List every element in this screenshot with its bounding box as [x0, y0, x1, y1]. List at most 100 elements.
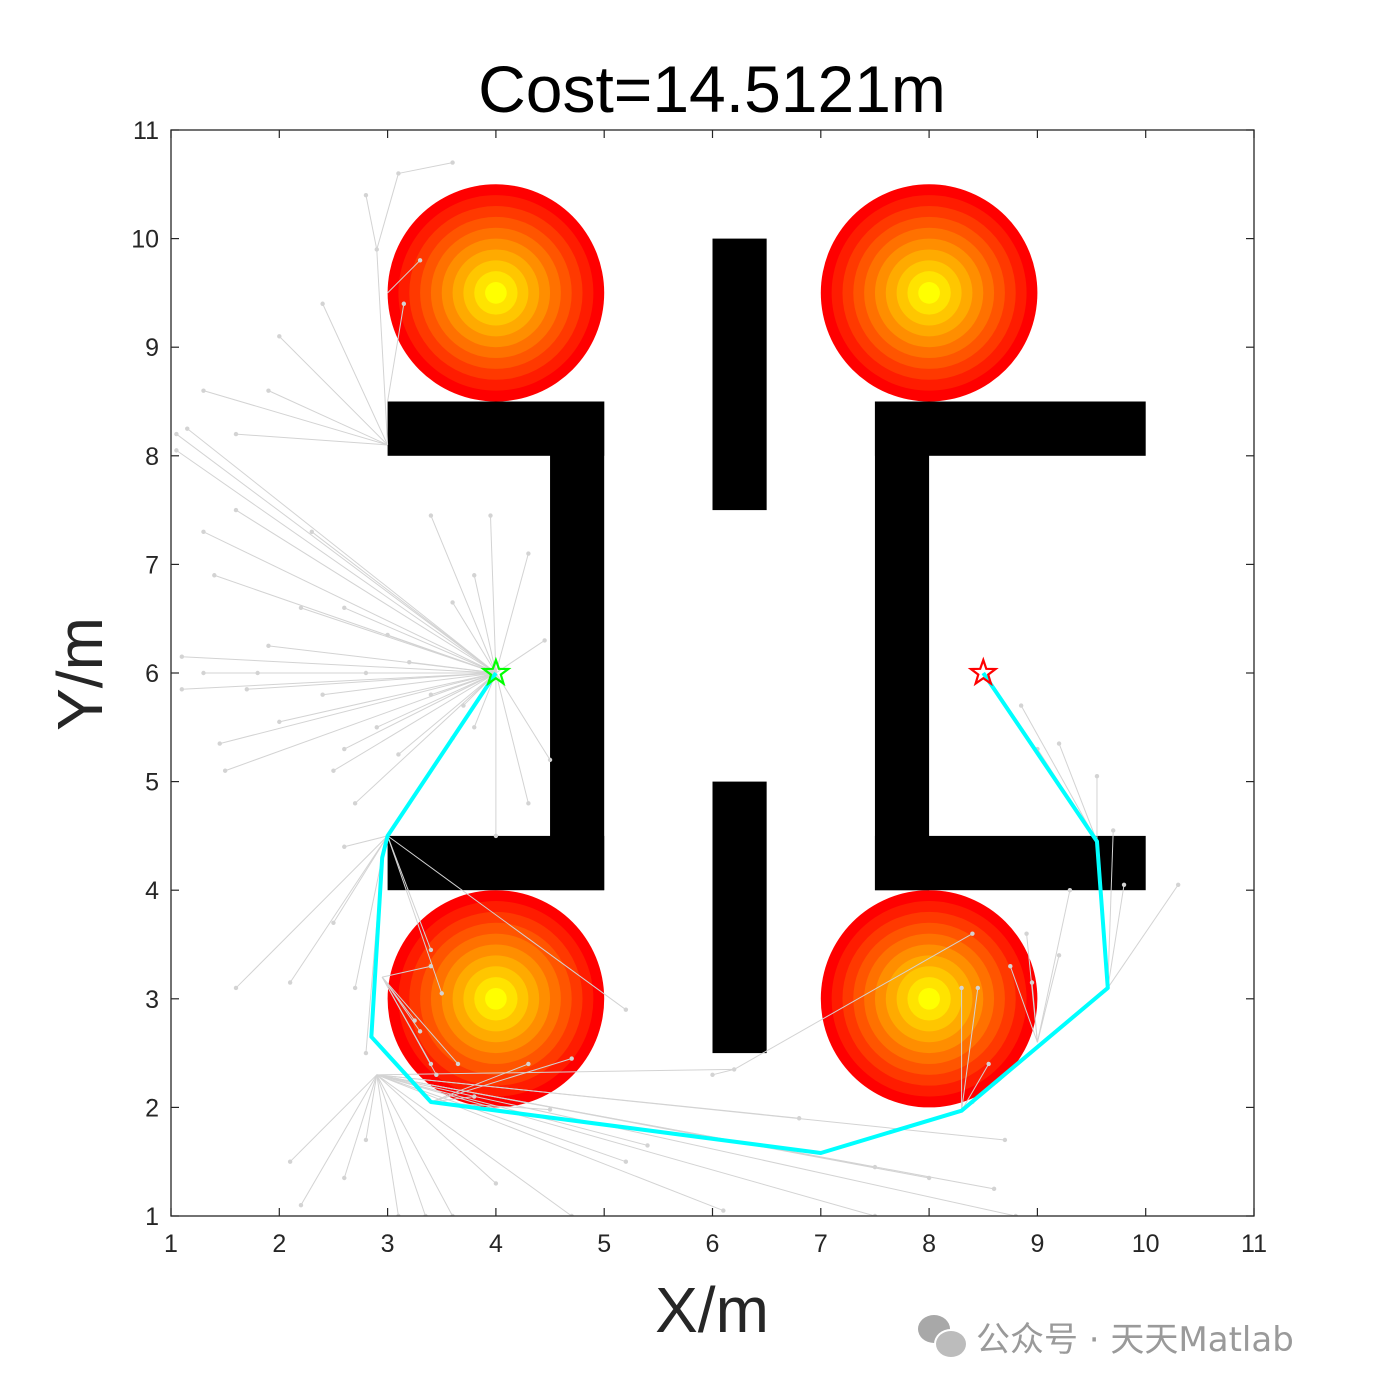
- tree-node: [542, 638, 547, 643]
- x-tick-label: 3: [381, 1230, 395, 1258]
- tree-edge: [1036, 890, 1071, 1043]
- threat-ring: [918, 987, 940, 1010]
- tree-node: [547, 757, 553, 763]
- tree-edge: [365, 195, 378, 250]
- y-tick-label: 6: [145, 660, 159, 688]
- tree-edge: [387, 634, 497, 674]
- threat-ring: [485, 987, 507, 1010]
- tree-edge: [278, 335, 388, 446]
- tree-node: [493, 1181, 499, 1186]
- tree-edge: [376, 173, 399, 250]
- tree-edge: [381, 976, 421, 1032]
- wechat-icon: [918, 1314, 968, 1359]
- tree-node: [472, 573, 477, 578]
- threat-ring: [485, 282, 507, 304]
- tree-node: [1008, 964, 1013, 969]
- tree-node: [396, 752, 401, 757]
- tree-edge: [398, 672, 497, 755]
- tree-edge: [376, 1074, 497, 1184]
- tree-edge: [1058, 743, 1098, 842]
- x-tick-label: 7: [814, 1230, 828, 1258]
- tree-node: [212, 573, 217, 578]
- tree-node: [266, 388, 271, 393]
- tree-node: [472, 725, 477, 730]
- obstacle-block: [874, 835, 1146, 891]
- tree-edge: [322, 672, 496, 696]
- tree-edge: [203, 531, 497, 674]
- tree-node: [1067, 888, 1073, 893]
- tree-node: [970, 931, 975, 936]
- tree-node: [266, 643, 271, 649]
- tree-node: [986, 1061, 991, 1067]
- tree-edge: [376, 1074, 399, 1216]
- tree-node: [309, 529, 314, 535]
- tree-edge: [961, 987, 979, 1111]
- tree-edge: [1107, 830, 1114, 988]
- tree-node: [342, 746, 347, 752]
- tree-node: [1024, 931, 1029, 936]
- tree-node: [363, 1137, 369, 1143]
- tree-node: [174, 431, 179, 437]
- tree-edge: [376, 1074, 426, 1216]
- tree-node: [352, 801, 358, 806]
- tree-edge: [376, 1074, 648, 1146]
- x-tick-label: 8: [922, 1230, 936, 1258]
- tree-edge: [376, 1074, 876, 1216]
- tree-node: [277, 719, 282, 725]
- y-tick-label: 2: [145, 1094, 159, 1122]
- tree-edge: [387, 303, 405, 402]
- tree-node: [439, 991, 444, 996]
- tree-edge: [376, 1074, 724, 1212]
- tree-node: [185, 426, 190, 431]
- tree-node: [374, 725, 379, 730]
- y-tick-label: 10: [131, 226, 159, 254]
- tree-node: [287, 980, 293, 985]
- tree-node: [298, 605, 304, 611]
- tree-edge: [186, 428, 497, 674]
- x-tick-label: 4: [489, 1230, 503, 1258]
- chart-title: Cost=14.5121m: [478, 52, 946, 126]
- tree-edge: [376, 1074, 995, 1190]
- tree-edge: [279, 672, 497, 723]
- x-tick-label: 1: [164, 1230, 178, 1258]
- tree-node: [320, 301, 325, 306]
- y-tick-label: 11: [133, 117, 159, 145]
- tree-edge: [452, 602, 497, 674]
- tree-edge: [376, 1074, 573, 1216]
- tree-edge: [176, 449, 497, 674]
- x-tick-label: 2: [272, 1230, 286, 1258]
- tree-node: [201, 388, 206, 393]
- tree-node: [342, 1175, 347, 1181]
- y-tick-label: 3: [145, 986, 159, 1014]
- y-tick-label: 4: [145, 877, 159, 905]
- tree-node: [434, 1072, 439, 1078]
- tree-edge: [376, 1074, 454, 1216]
- tree-node: [417, 1029, 423, 1034]
- tree-edge: [1020, 705, 1098, 842]
- obstacle-block: [712, 781, 767, 1054]
- tree-edge: [235, 835, 388, 989]
- tree-edge: [387, 835, 432, 951]
- watermark: 公众号 · 天天Matlab: [918, 1312, 1294, 1361]
- tree-edge: [289, 1074, 378, 1163]
- y-tick-label: 7: [145, 551, 159, 579]
- tree-node: [363, 1050, 369, 1056]
- tree-node: [401, 301, 407, 306]
- tree-edge: [333, 672, 497, 772]
- tree-node: [287, 1159, 293, 1164]
- x-tick-label: 11: [1241, 1230, 1267, 1258]
- tree-node: [493, 833, 499, 839]
- tree-node: [201, 529, 206, 535]
- tree-edge: [376, 1074, 1016, 1216]
- tree-edge: [387, 259, 421, 294]
- tree-edge: [344, 835, 388, 848]
- tree-edge: [1107, 884, 1179, 989]
- tree-edge: [495, 640, 545, 674]
- tree-node: [244, 687, 250, 692]
- obstacle-block: [712, 238, 767, 511]
- tree-node: [385, 632, 390, 638]
- tree-edge: [322, 303, 389, 446]
- tree-edge: [300, 1074, 378, 1206]
- path-layer: [369, 671, 1110, 1156]
